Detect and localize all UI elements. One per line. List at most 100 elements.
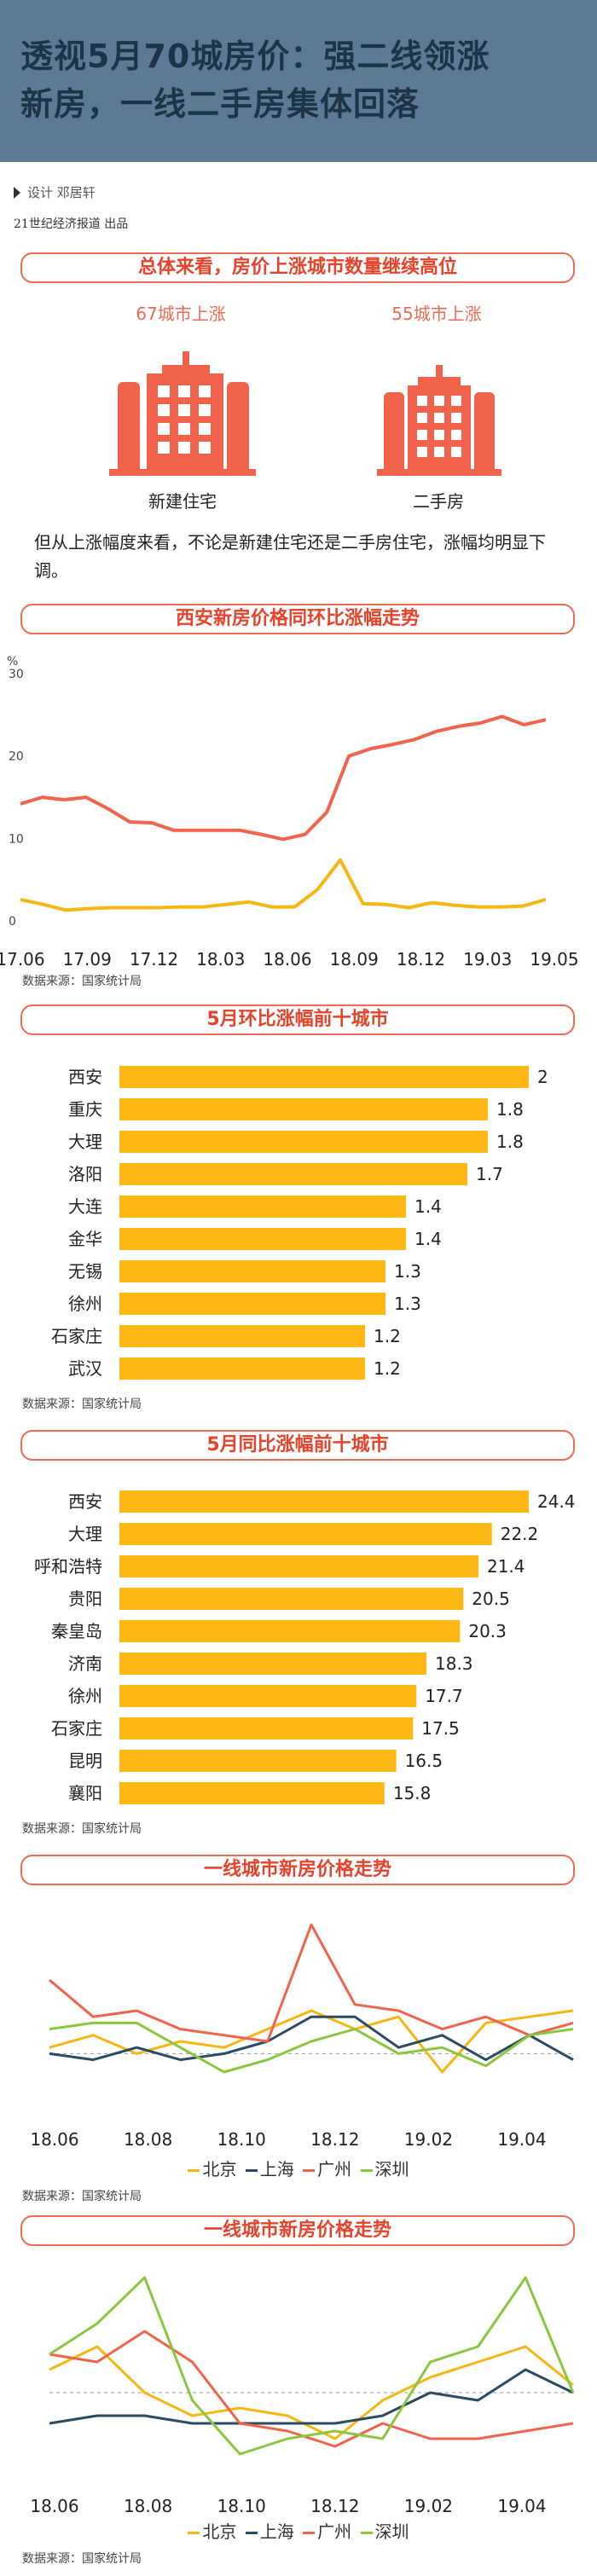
bar-category-label: 西安 [68,1067,102,1087]
building-icons [109,351,501,476]
y-tick-label: 20 [9,750,24,764]
x-tick-label: 18.03 [196,949,245,970]
bar-value-label: 1.2 [374,1358,401,1379]
chart-tier1-trend-b: 18.06 18.08 18.10 18.12 19.02 19.04 [30,2276,575,2516]
bar-category-label: 金华 [68,1229,102,1249]
legend-item: 上海 [245,2159,294,2179]
legend-label: 上海 [259,2159,294,2179]
legend-label: 广州 [317,2521,352,2542]
legend-label: 上海 [259,2521,294,2542]
bar-value-label: 24.4 [537,1491,576,1512]
bar-value-label: 17.7 [425,1686,463,1706]
section-banner-overview: 总体来看，房价上涨城市数量继续高位 [20,252,575,283]
x-tick-label: 17.12 [130,949,178,970]
x-tick-label: 19.02 [404,2496,453,2516]
source-note: 数据来源：国家统计局 [22,2190,142,2203]
source-note: 数据来源：国家统计局 [22,1398,142,1411]
bar [119,1195,406,1218]
title-line-1: 透视5月70城房价：强二线领涨 [20,38,490,75]
bar-category-label: 大连 [68,1196,102,1217]
bar-category-label: 徐州 [68,1294,102,1314]
bar-value-label: 1.4 [414,1196,442,1217]
y-tick-label: 10 [9,832,24,846]
x-tick-label: 19.02 [404,2129,453,2150]
bar [119,1325,365,1347]
legend-label: 北京 [202,2159,237,2179]
page-title: 透视5月70城房价：强二线领涨 新房，一线二手房集体回落 [20,32,583,128]
bar-category-label: 秦皇岛 [51,1621,102,1641]
bar [119,1228,406,1250]
x-tick-label: 18.08 [124,2129,172,2150]
bar-value-label: 22.2 [501,1524,539,1544]
x-tick-label: 19.05 [530,949,578,970]
y-tick-label: 30 [9,668,24,681]
bar-value-label: 17.5 [421,1718,460,1739]
bar-category-label: 大理 [68,1132,102,1152]
bar-category-label: 重庆 [68,1099,102,1120]
source-note: 数据来源：国家统计局 [22,1822,142,1836]
chart-mom-top10: 西安 2 重庆 1.8 大理 1.8 洛阳 1.7 大连 1.4 金华 1.4 无锡 1.3 徐州 1.3 石家… [51,1066,548,1380]
series-line-上海 [49,2368,574,2425]
bar [119,1131,488,1153]
x-tick-label: 17.09 [63,949,112,970]
bar [119,1620,461,1642]
legend-item: 北京 [188,2159,236,2179]
legend-item: 上海 [245,2521,294,2542]
legend-item: 北京 [188,2521,236,2542]
triangle-icon [14,187,20,199]
chart-legend-b: 北京 上海 广州 深圳 [0,2518,597,2543]
legend-item: 广州 [303,2159,351,2179]
series-line-北京 [49,2345,574,2440]
bar-category-label: 西安 [68,1491,102,1512]
chart-title-xian: 西安新房价格同环比涨幅走势 [20,604,575,634]
series-line-广州 [49,2330,574,2448]
bar [119,1163,467,1185]
new-home-count: 67城市上涨 [136,304,226,324]
legend-item: 深圳 [360,2159,409,2179]
chart-title-tier1-b: 一线城市新房价格走势 [20,2215,575,2246]
bar [119,1750,397,1772]
x-tick-label: 18.08 [124,2496,172,2516]
bar-category-label: 石家庄 [51,1718,102,1739]
x-tick-label: 19.03 [463,949,512,970]
header-banner: 透视5月70城房价：强二线领涨 新房，一线二手房集体回落 [0,0,597,162]
bar-category-label: 石家庄 [51,1326,102,1346]
bar-value-label: 1.8 [496,1132,524,1152]
bar-value-label: 18.3 [435,1653,473,1674]
chart-xian-trend: % 0 10 20 30 17.06 17.09 17.12 18.03 18.06 18.09 18… [0,655,579,970]
bar-category-label: 昆明 [68,1751,102,1771]
legend-item: 深圳 [360,2521,409,2542]
series-line-2 [20,858,547,912]
bar-category-label: 武汉 [68,1358,102,1379]
second-home-label: 二手房 [413,491,464,512]
bar-value-label: 2 [537,1067,548,1087]
series-line-1 [20,715,547,842]
bar [119,1523,492,1545]
x-tick-label: 18.06 [263,949,311,970]
y-tick-label: 0 [9,915,16,929]
x-tick-label: 18.12 [310,2496,359,2516]
bar [119,1098,488,1120]
chart-title-yoy-top10: 5月同比涨幅前十城市 [20,1430,575,1461]
chart-tier1-trend-a: 18.06 18.08 18.10 18.12 19.02 19.04 [30,1923,574,2150]
x-tick-label: 17.06 [0,949,45,970]
bar [119,1260,385,1282]
bar-category-label: 无锡 [68,1261,102,1282]
bar-value-label: 1.7 [476,1164,503,1184]
bar-value-label: 16.5 [405,1751,443,1771]
chart-title-tier1-a: 一线城市新房价格走势 [20,1855,575,1885]
source-note: 数据来源：国家统计局 [22,2552,142,2566]
bar-value-label: 20.3 [468,1621,507,1641]
bar-value-label: 1.3 [394,1294,421,1314]
y-axis-unit: % [7,655,18,669]
bar [119,1653,426,1675]
series-line-上海 [49,2015,574,2062]
legend-label: 广州 [317,2159,352,2179]
bar-value-label: 1.4 [414,1229,442,1249]
bar [119,1717,414,1740]
bar-category-label: 大理 [68,1524,102,1544]
designer-credit-text: 设计 邓居轩 [27,185,96,200]
second-home-count: 55城市上涨 [391,304,482,324]
bar-category-label: 襄阳 [68,1783,102,1803]
bar [119,1293,385,1315]
